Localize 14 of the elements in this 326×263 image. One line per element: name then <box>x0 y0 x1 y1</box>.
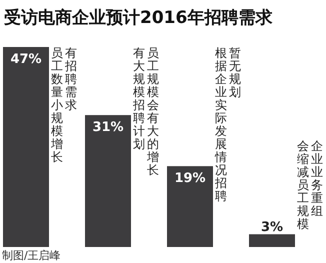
bar <box>167 166 213 247</box>
category-label: 暂无规划根据企业实际发展情况招聘 <box>215 46 241 203</box>
category-label: 企业业务重组会缩减员工规模 <box>297 139 323 231</box>
data-label: 31% <box>92 120 124 136</box>
data-label: 19% <box>174 171 206 186</box>
category-label: 有招聘需求员工数量小规模增长 <box>51 46 77 164</box>
data-label: 3% <box>260 220 284 236</box>
category-label: 员工规模会有大的增长有大规模招聘计划 <box>133 46 159 177</box>
data-label: 47% <box>10 52 42 67</box>
bar <box>249 234 295 247</box>
bar <box>85 115 131 247</box>
text: 制图/王启峰 <box>2 249 61 262</box>
bar <box>3 47 49 247</box>
chart-title: 受访电商企业预计2016年招聘需求 <box>4 8 274 28</box>
